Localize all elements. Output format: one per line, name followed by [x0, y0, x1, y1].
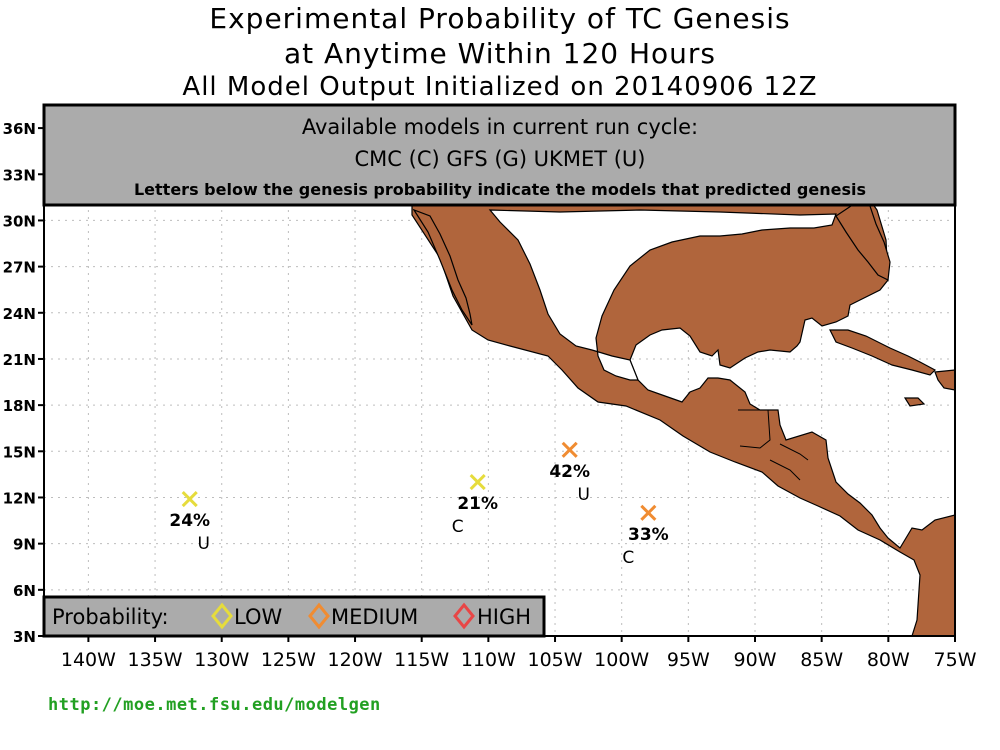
genesis-x-icon	[640, 504, 657, 521]
lon-tick-label: 100W	[594, 649, 649, 671]
genesis-probability-label: 33%	[628, 525, 669, 545]
lat-tick-label: 6N	[13, 582, 36, 600]
probability-legend: Probability: LOW MEDIUM HIGH	[42, 595, 546, 638]
lon-tick-label: 90W	[734, 649, 777, 671]
genesis-marker: 21% C	[452, 474, 498, 537]
genesis-models-label: U	[197, 534, 209, 554]
title-line-3: All Model Output Initialized on 20140906…	[182, 72, 818, 102]
genesis-marker: 24% U	[169, 490, 210, 554]
legend-medium-diamond-icon	[308, 602, 330, 630]
lon-tick-label: 80W	[867, 649, 910, 671]
title-line-1: Experimental Probability of TC Genesis	[209, 2, 791, 35]
genesis-x-icon	[469, 474, 486, 491]
lat-tick-label: 9N	[13, 536, 36, 554]
lon-tick-label: 135W	[128, 649, 183, 671]
genesis-x-icon	[181, 490, 198, 508]
genesis-models-label: U	[577, 485, 589, 505]
lat-tick-label: 27N	[3, 259, 36, 277]
lat-tick-label: 33N	[3, 166, 36, 184]
legend-item-low: LOW	[211, 602, 282, 630]
lat-tick-label: 15N	[3, 443, 36, 461]
lon-tick-label: 110W	[461, 649, 516, 671]
genesis-probability-label: 42%	[549, 462, 590, 482]
genesis-markers: 24% U 21% C 42% U 33% C	[169, 441, 669, 568]
lat-tick-label: 18N	[3, 397, 36, 415]
models-box-heading: Available models in current run cycle:	[302, 115, 698, 139]
genesis-marker: 42% U	[549, 441, 590, 505]
genesis-models-label: C	[622, 548, 634, 568]
lat-tick-label: 12N	[3, 489, 36, 507]
land-masses	[411, 105, 955, 636]
lat-tick-label: 36N	[3, 120, 36, 138]
hispaniola	[934, 369, 955, 391]
lat-tick-label: 24N	[3, 305, 36, 323]
baja-california	[412, 208, 473, 326]
genesis-probability-label: 24%	[169, 511, 210, 531]
lat-tick-label: 30N	[3, 212, 36, 230]
title-line-2: at Anytime Within 120 Hours	[283, 37, 717, 70]
legend-title: Probability:	[52, 605, 169, 629]
models-box: Available models in current run cycle: C…	[42, 103, 957, 207]
legend-low-diamond-icon	[211, 602, 233, 630]
lon-tick-label: 125W	[261, 649, 316, 671]
legend-item-medium: MEDIUM	[308, 602, 418, 630]
genesis-x-icon	[561, 441, 578, 458]
lon-tick-label: 95W	[667, 649, 710, 671]
lat-tick-label: 3N	[13, 628, 36, 646]
lat-tick-label: 21N	[3, 351, 36, 369]
lon-tick-label: 75W	[934, 649, 977, 671]
lon-tick-label: 115W	[394, 649, 449, 671]
legend-low-label: LOW	[234, 605, 282, 629]
lon-tick-label: 120W	[328, 649, 383, 671]
genesis-models-label: C	[452, 517, 464, 537]
longitude-axis: 140W 135W 130W 125W 120W 115W 110W 105W 100W 95W 9…	[61, 636, 977, 671]
gulf-water	[488, 209, 837, 381]
lon-tick-label: 105W	[527, 649, 582, 671]
lon-tick-label: 140W	[61, 649, 116, 671]
legend-high-label: HIGH	[477, 605, 531, 629]
legend-medium-label: MEDIUM	[331, 605, 418, 629]
genesis-marker: 33% C	[622, 504, 669, 568]
latitude-axis: 36N 33N 30N 27N 24N 21N 18N 15N 12N 9N 6N 3N	[3, 120, 44, 646]
jamaica	[903, 397, 926, 407]
source-url-link[interactable]: http://moe.met.fsu.edu/modelgen	[48, 695, 381, 715]
central-america-borders	[738, 409, 809, 481]
legend-high-diamond-icon	[453, 602, 475, 630]
cuba	[829, 329, 936, 376]
models-list: CMC (C) GFS (G) UKMET (U)	[355, 147, 646, 171]
lon-tick-label: 130W	[194, 649, 249, 671]
legend-item-high: HIGH	[453, 602, 531, 630]
lon-tick-label: 85W	[800, 649, 843, 671]
models-box-note: Letters below the genesis probability in…	[134, 180, 866, 199]
genesis-probability-label: 21%	[457, 494, 498, 514]
